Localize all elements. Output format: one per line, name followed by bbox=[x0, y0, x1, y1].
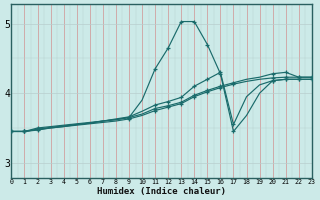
X-axis label: Humidex (Indice chaleur): Humidex (Indice chaleur) bbox=[97, 187, 226, 196]
